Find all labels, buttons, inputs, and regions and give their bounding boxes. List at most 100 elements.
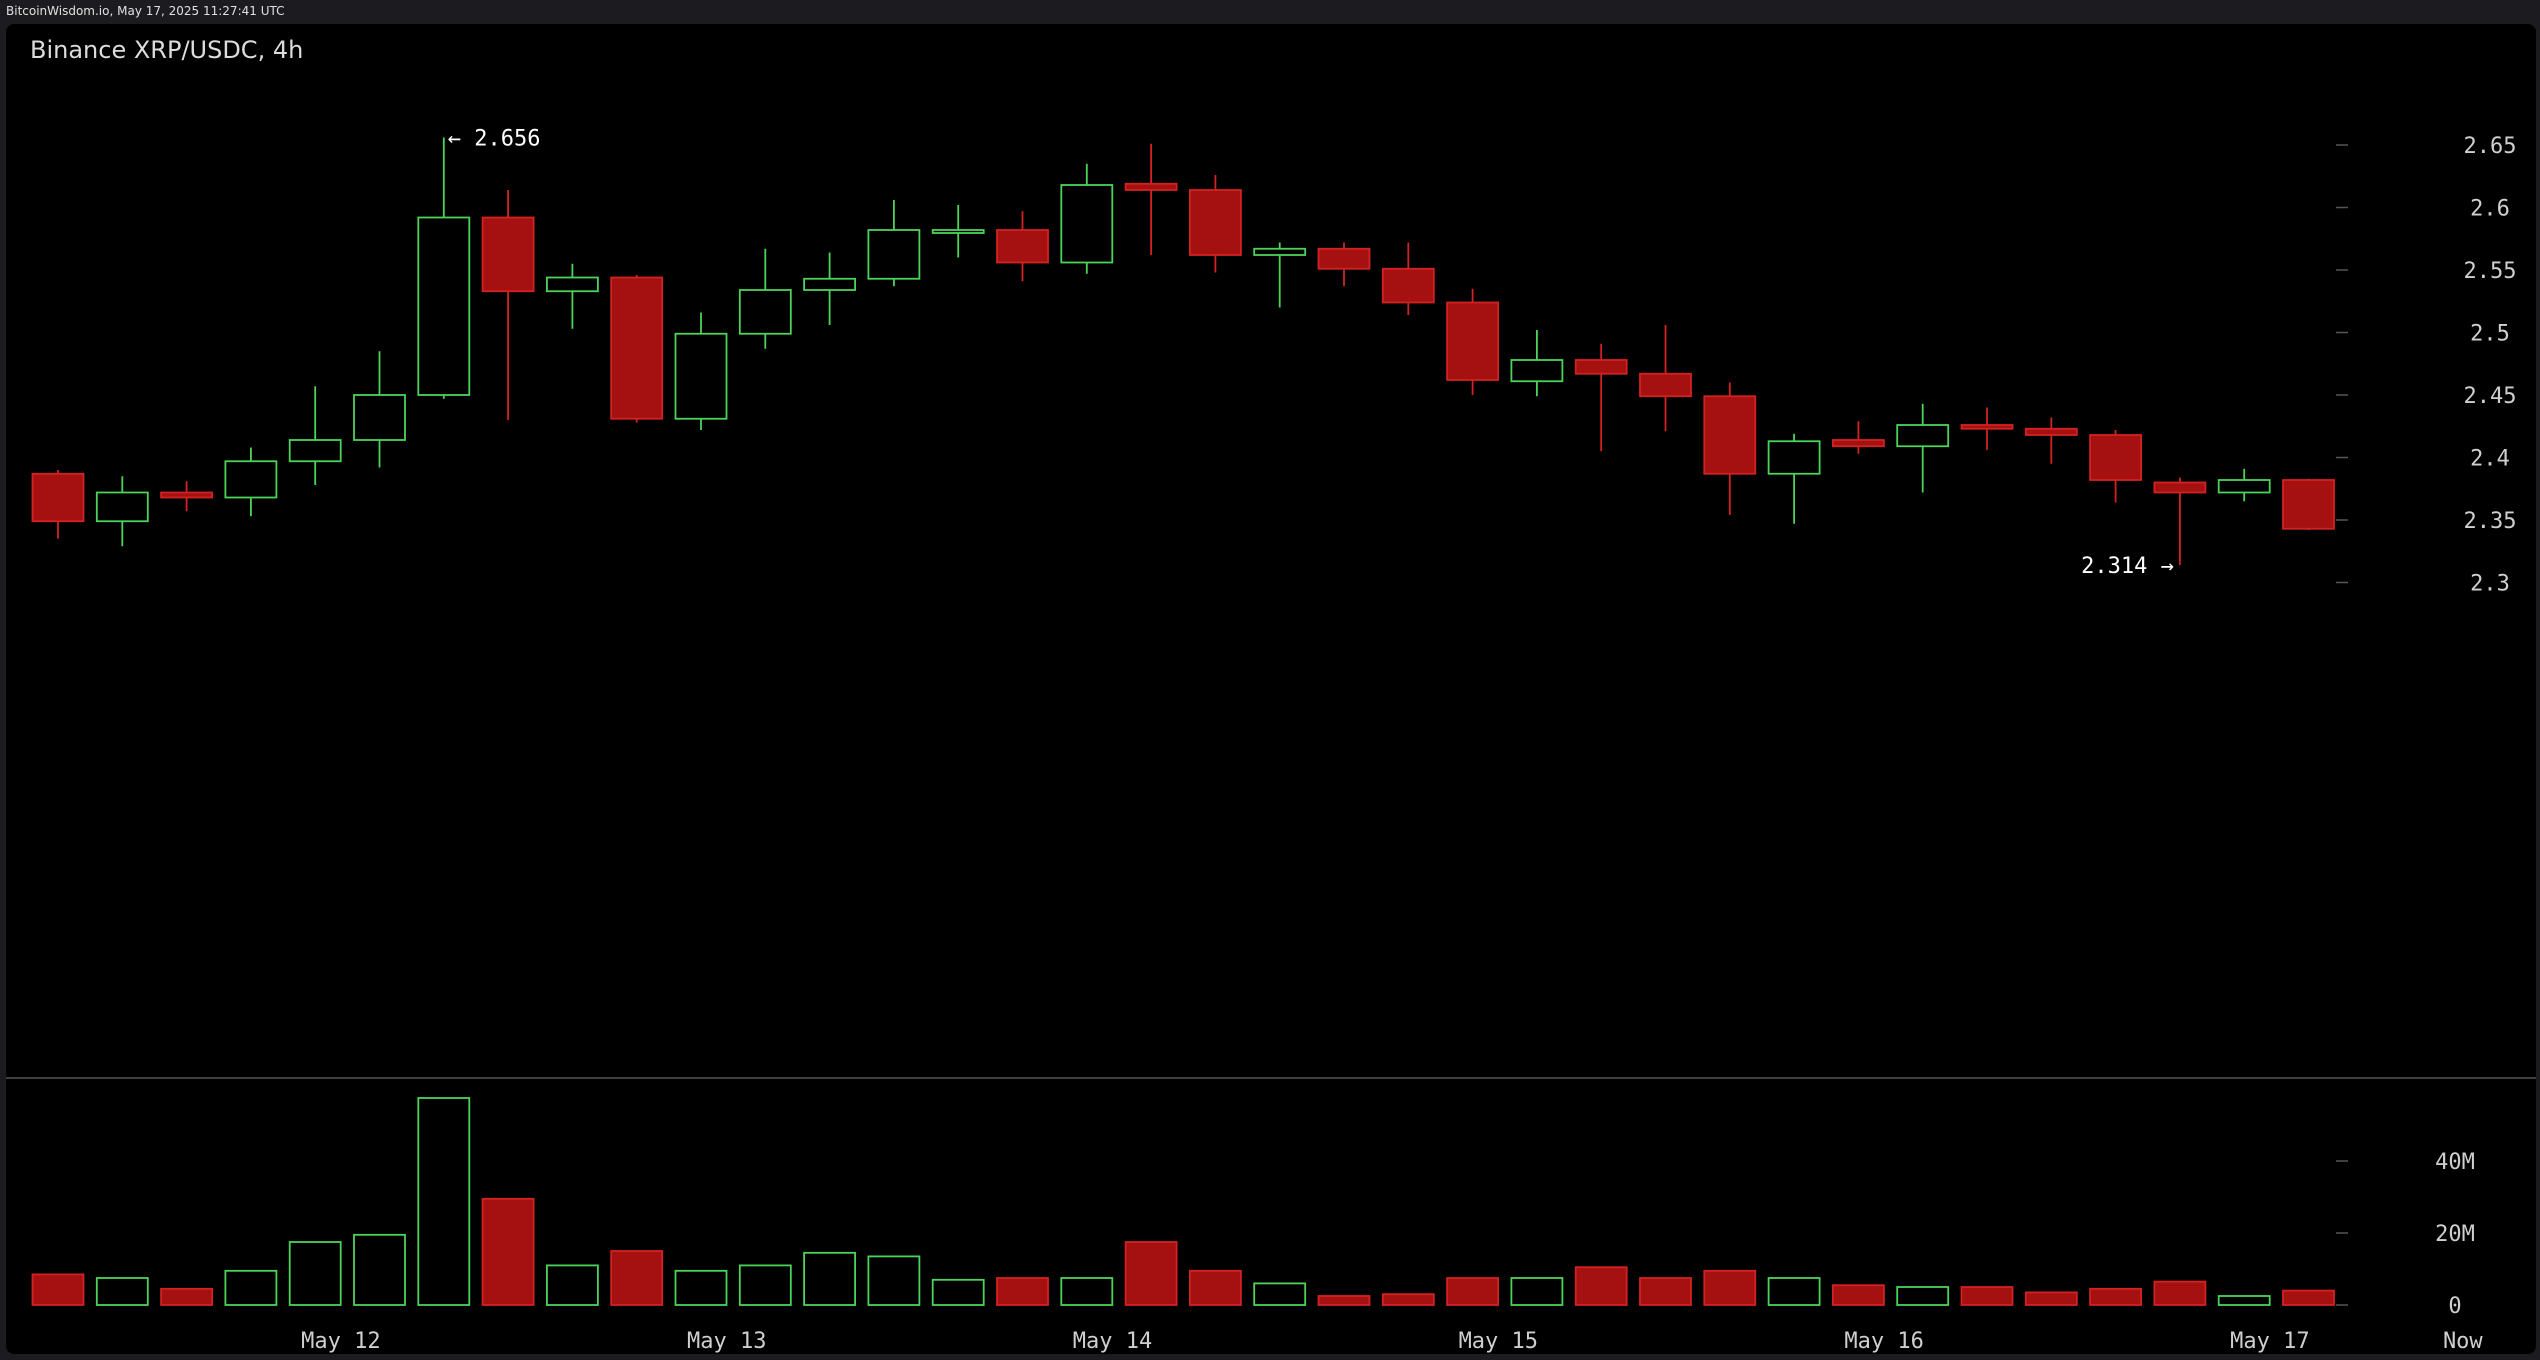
candle-body bbox=[353, 394, 406, 441]
volume-series bbox=[31, 1097, 2335, 1306]
source-timestamp: BitcoinWisdom.io, May 17, 2025 11:27:41 … bbox=[6, 4, 285, 18]
volume-bar bbox=[2089, 1287, 2143, 1306]
candle bbox=[610, 275, 664, 423]
candle bbox=[867, 200, 921, 287]
volume-bar bbox=[1253, 1282, 1307, 1306]
candlestick-series bbox=[31, 137, 2335, 565]
volume-bar bbox=[353, 1233, 406, 1306]
candle-body bbox=[2024, 427, 2078, 436]
candle bbox=[996, 211, 1049, 282]
time-tick-label: May 15 bbox=[1459, 1329, 1538, 1354]
price-tick-label: 2.4 bbox=[2470, 447, 2510, 472]
candle bbox=[2024, 417, 2078, 464]
volume-bar bbox=[803, 1251, 856, 1306]
candle bbox=[2089, 430, 2143, 503]
volume-bar bbox=[1060, 1277, 1114, 1306]
candle-body bbox=[1832, 439, 1885, 448]
price-tick-label: 2.35 bbox=[2464, 509, 2517, 534]
volume-bar bbox=[1510, 1277, 1564, 1306]
candle-body bbox=[417, 216, 471, 396]
price-tick-label: 2.65 bbox=[2464, 134, 2517, 159]
volume-bar bbox=[2024, 1291, 2078, 1306]
candle bbox=[224, 447, 278, 517]
candle-body bbox=[288, 439, 342, 463]
candle-body bbox=[2153, 481, 2207, 494]
volume-tick-label: 0 bbox=[2448, 1294, 2461, 1319]
volume-bar bbox=[931, 1278, 985, 1306]
volume-bar bbox=[288, 1241, 342, 1306]
candle-body bbox=[1060, 184, 1114, 264]
price-tick-label: 2.5 bbox=[2470, 322, 2510, 347]
volume-tick-label: 40M bbox=[2435, 1150, 2475, 1175]
candle-body bbox=[546, 276, 599, 293]
volume-bar bbox=[1317, 1295, 1371, 1306]
candle-body bbox=[996, 229, 1049, 264]
time-tick-label: Now bbox=[2443, 1329, 2483, 1354]
candle-body bbox=[2089, 434, 2143, 481]
candle bbox=[1832, 421, 1885, 454]
volume-bar bbox=[417, 1097, 471, 1306]
candle bbox=[1060, 163, 1114, 274]
volume-bar bbox=[481, 1197, 535, 1306]
time-axis: May 12 May 13 May 14 May 15 May 16 May 17 Now bbox=[301, 1329, 2483, 1354]
candle-body bbox=[1896, 424, 1950, 448]
candle-body bbox=[867, 229, 921, 280]
candle-body bbox=[1381, 267, 1435, 304]
candle-body bbox=[674, 332, 728, 420]
volume-bar bbox=[1896, 1286, 1950, 1306]
volume-bar bbox=[31, 1273, 85, 1306]
candle bbox=[481, 190, 535, 420]
candle-body bbox=[1317, 247, 1371, 270]
price-axis: 2.65 2.6 2.55 2.5 2.45 2.4 2.35 2.3 bbox=[2336, 134, 2516, 597]
candle bbox=[2282, 478, 2335, 530]
volume-bar bbox=[1189, 1269, 1242, 1306]
candle-body bbox=[1189, 189, 1242, 256]
candle bbox=[1446, 288, 1499, 395]
candle bbox=[288, 386, 342, 485]
candle bbox=[1767, 433, 1821, 524]
candle-body bbox=[738, 289, 792, 335]
candle-body bbox=[1574, 359, 1628, 375]
candle bbox=[1703, 382, 1757, 515]
time-tick-label: May 14 bbox=[1073, 1329, 1152, 1354]
volume-bar bbox=[95, 1277, 149, 1306]
chart-title: Binance XRP/USDC, 4h bbox=[30, 36, 304, 64]
candle bbox=[1896, 403, 1950, 493]
price-tick-label: 2.55 bbox=[2464, 259, 2517, 284]
candle-body bbox=[1767, 440, 1821, 475]
candle-body bbox=[931, 229, 985, 234]
price-annotations: ← 2.656 2.314 → bbox=[448, 127, 2174, 580]
price-tick-label: 2.3 bbox=[2470, 572, 2510, 597]
volume-bar bbox=[1639, 1277, 1692, 1306]
volume-bar bbox=[2217, 1295, 2271, 1306]
volume-bar bbox=[1832, 1284, 1885, 1306]
volume-bar bbox=[996, 1277, 1049, 1306]
candle bbox=[1960, 407, 2014, 450]
candle bbox=[674, 312, 728, 430]
candle-body bbox=[224, 460, 278, 499]
volume-bar bbox=[1124, 1241, 1178, 1306]
candle bbox=[2153, 477, 2207, 565]
candle-body bbox=[1253, 247, 1307, 256]
candle bbox=[803, 252, 856, 325]
candle-body bbox=[1960, 424, 2014, 430]
volume-bar bbox=[1703, 1269, 1757, 1306]
candle bbox=[1510, 330, 1564, 397]
time-tick-label: May 16 bbox=[1844, 1329, 1923, 1354]
price-annotation: ← 2.656 bbox=[448, 127, 541, 152]
candle bbox=[1639, 325, 1692, 432]
volume-bar bbox=[224, 1269, 278, 1306]
volume-bar bbox=[160, 1287, 214, 1306]
candle-body bbox=[1703, 395, 1757, 475]
candle-body bbox=[1124, 182, 1178, 191]
candle-body bbox=[1446, 301, 1499, 381]
candle-body bbox=[610, 276, 664, 420]
candle-body bbox=[1639, 372, 1692, 398]
candle bbox=[1253, 242, 1307, 308]
candle-body bbox=[2282, 479, 2335, 530]
volume-bar bbox=[1574, 1266, 1628, 1306]
candle bbox=[353, 351, 406, 468]
candle bbox=[1381, 242, 1435, 315]
candle-body bbox=[160, 491, 214, 499]
